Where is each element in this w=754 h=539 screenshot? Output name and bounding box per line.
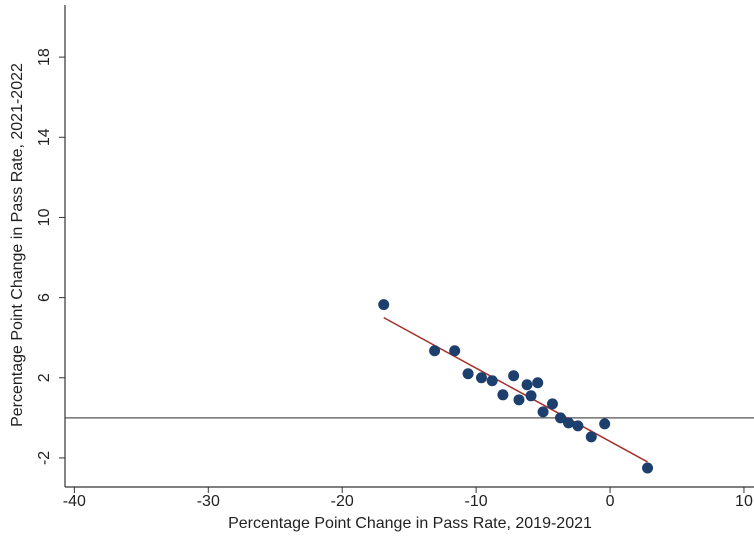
point (532, 377, 544, 389)
point (642, 462, 654, 474)
x-tick-label: -30 (197, 493, 220, 510)
y-tick-label: 2 (36, 373, 53, 382)
y-tick-label: 18 (36, 48, 53, 66)
point (462, 368, 474, 380)
x-axis-label: Percentage Point Change in Pass Rate, 20… (228, 515, 592, 532)
y-tick-label: 6 (36, 293, 53, 302)
point (378, 299, 390, 311)
point (563, 417, 575, 429)
point (486, 375, 498, 387)
point (508, 370, 520, 382)
y-tick-label: 10 (36, 208, 53, 226)
point (475, 372, 487, 384)
y-tick-label: 14 (36, 128, 53, 146)
x-tick-label: 0 (606, 493, 615, 510)
y-axis-label: Percentage Point Change in Pass Rate, 20… (9, 63, 26, 427)
point (554, 412, 566, 424)
x-tick-label: -40 (63, 493, 86, 510)
point (599, 418, 611, 430)
y-tick-label: -2 (36, 451, 53, 465)
x-tick-label: -10 (465, 493, 488, 510)
point (585, 431, 597, 443)
point (429, 345, 441, 357)
x-tick-label: -20 (331, 493, 354, 510)
point (521, 379, 533, 391)
point (513, 394, 525, 406)
point (572, 420, 584, 432)
point (497, 389, 509, 401)
fit-line (383, 316, 648, 463)
point (537, 406, 549, 418)
point (525, 390, 537, 402)
point (546, 398, 558, 410)
x-tick-label: 10 (735, 493, 753, 510)
point (449, 345, 461, 357)
